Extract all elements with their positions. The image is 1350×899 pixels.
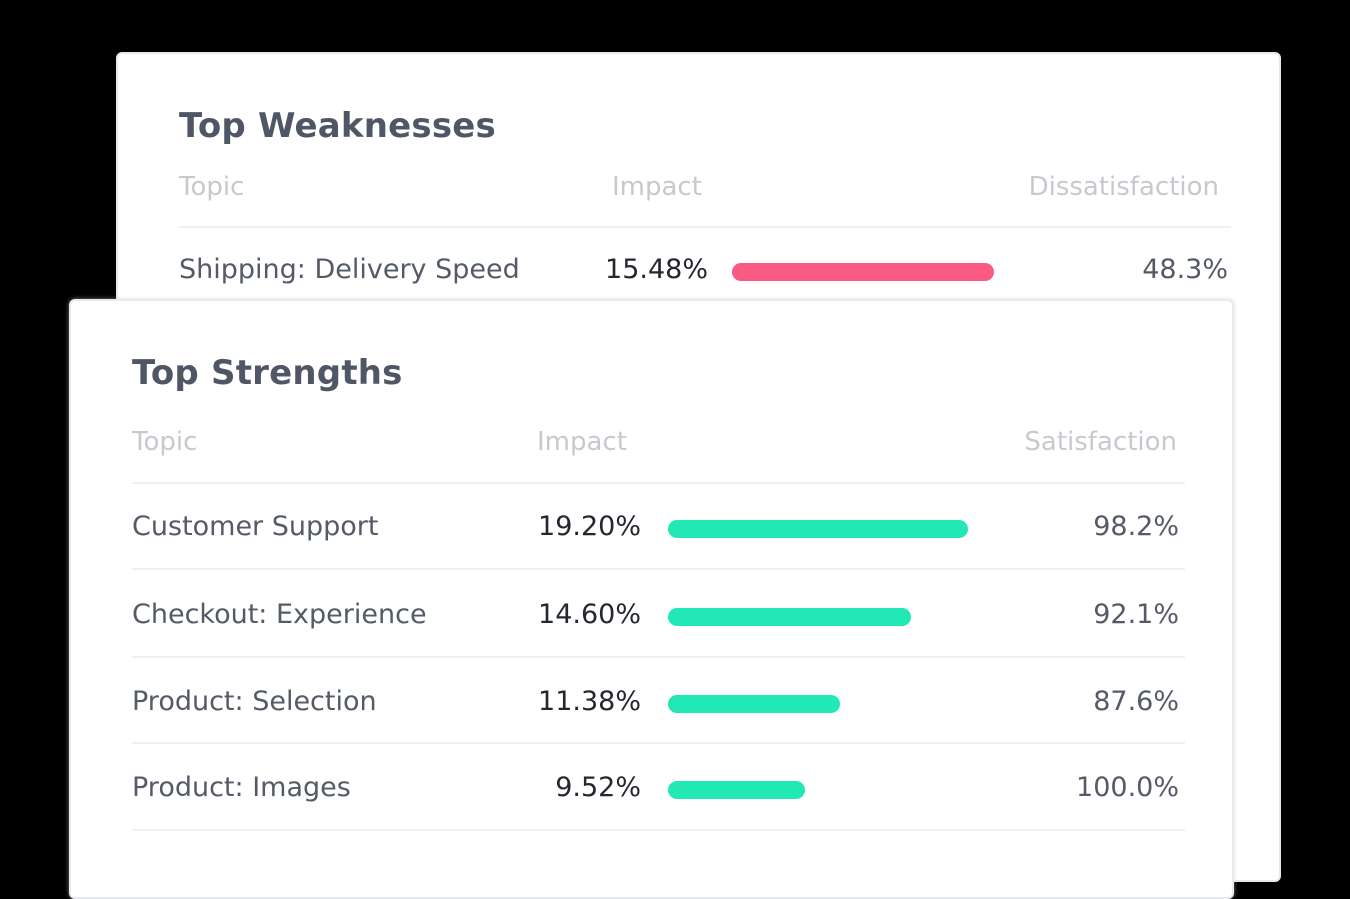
row-topic: Customer Support bbox=[132, 511, 379, 542]
row-impact: 9.52% bbox=[555, 772, 641, 803]
impact-bar bbox=[732, 263, 994, 281]
strengths-header-topic: Topic bbox=[132, 427, 198, 457]
row-impact: 15.48% bbox=[605, 254, 708, 285]
weaknesses-title: Top Weaknesses bbox=[179, 106, 496, 146]
row-topic: Product: Images bbox=[132, 772, 351, 803]
row-satisfaction: 92.1% bbox=[1093, 599, 1179, 630]
strengths-title: Top Strengths bbox=[132, 353, 403, 393]
row-satisfaction: 98.2% bbox=[1093, 511, 1179, 542]
strengths-header-divider bbox=[132, 482, 1185, 484]
row-divider bbox=[132, 829, 1185, 831]
impact-bar bbox=[668, 608, 911, 626]
row-dissatisfaction: 48.3% bbox=[1142, 254, 1228, 285]
row-divider bbox=[132, 742, 1185, 744]
weaknesses-header-impact: Impact bbox=[612, 172, 702, 202]
weaknesses-header-dissatisfaction: Dissatisfaction bbox=[1028, 172, 1219, 202]
impact-bar bbox=[668, 781, 805, 799]
strengths-header-satisfaction: Satisfaction bbox=[1024, 427, 1177, 457]
impact-bar bbox=[668, 520, 968, 538]
weaknesses-header-divider bbox=[179, 226, 1231, 228]
row-satisfaction: 87.6% bbox=[1093, 686, 1179, 717]
impact-bar bbox=[668, 695, 840, 713]
row-impact: 11.38% bbox=[538, 686, 641, 717]
strengths-header-impact: Impact bbox=[537, 427, 627, 457]
top-strengths-card: Top Strengths Topic Impact Satisfaction … bbox=[69, 299, 1234, 899]
row-topic: Checkout: Experience bbox=[132, 599, 427, 630]
row-divider bbox=[132, 656, 1185, 658]
row-impact: 19.20% bbox=[538, 511, 641, 542]
row-impact: 14.60% bbox=[538, 599, 641, 630]
weaknesses-header-topic: Topic bbox=[179, 172, 245, 202]
row-divider bbox=[132, 568, 1185, 570]
row-topic: Shipping: Delivery Speed bbox=[179, 254, 520, 285]
row-topic: Product: Selection bbox=[132, 686, 377, 717]
row-satisfaction: 100.0% bbox=[1076, 772, 1179, 803]
